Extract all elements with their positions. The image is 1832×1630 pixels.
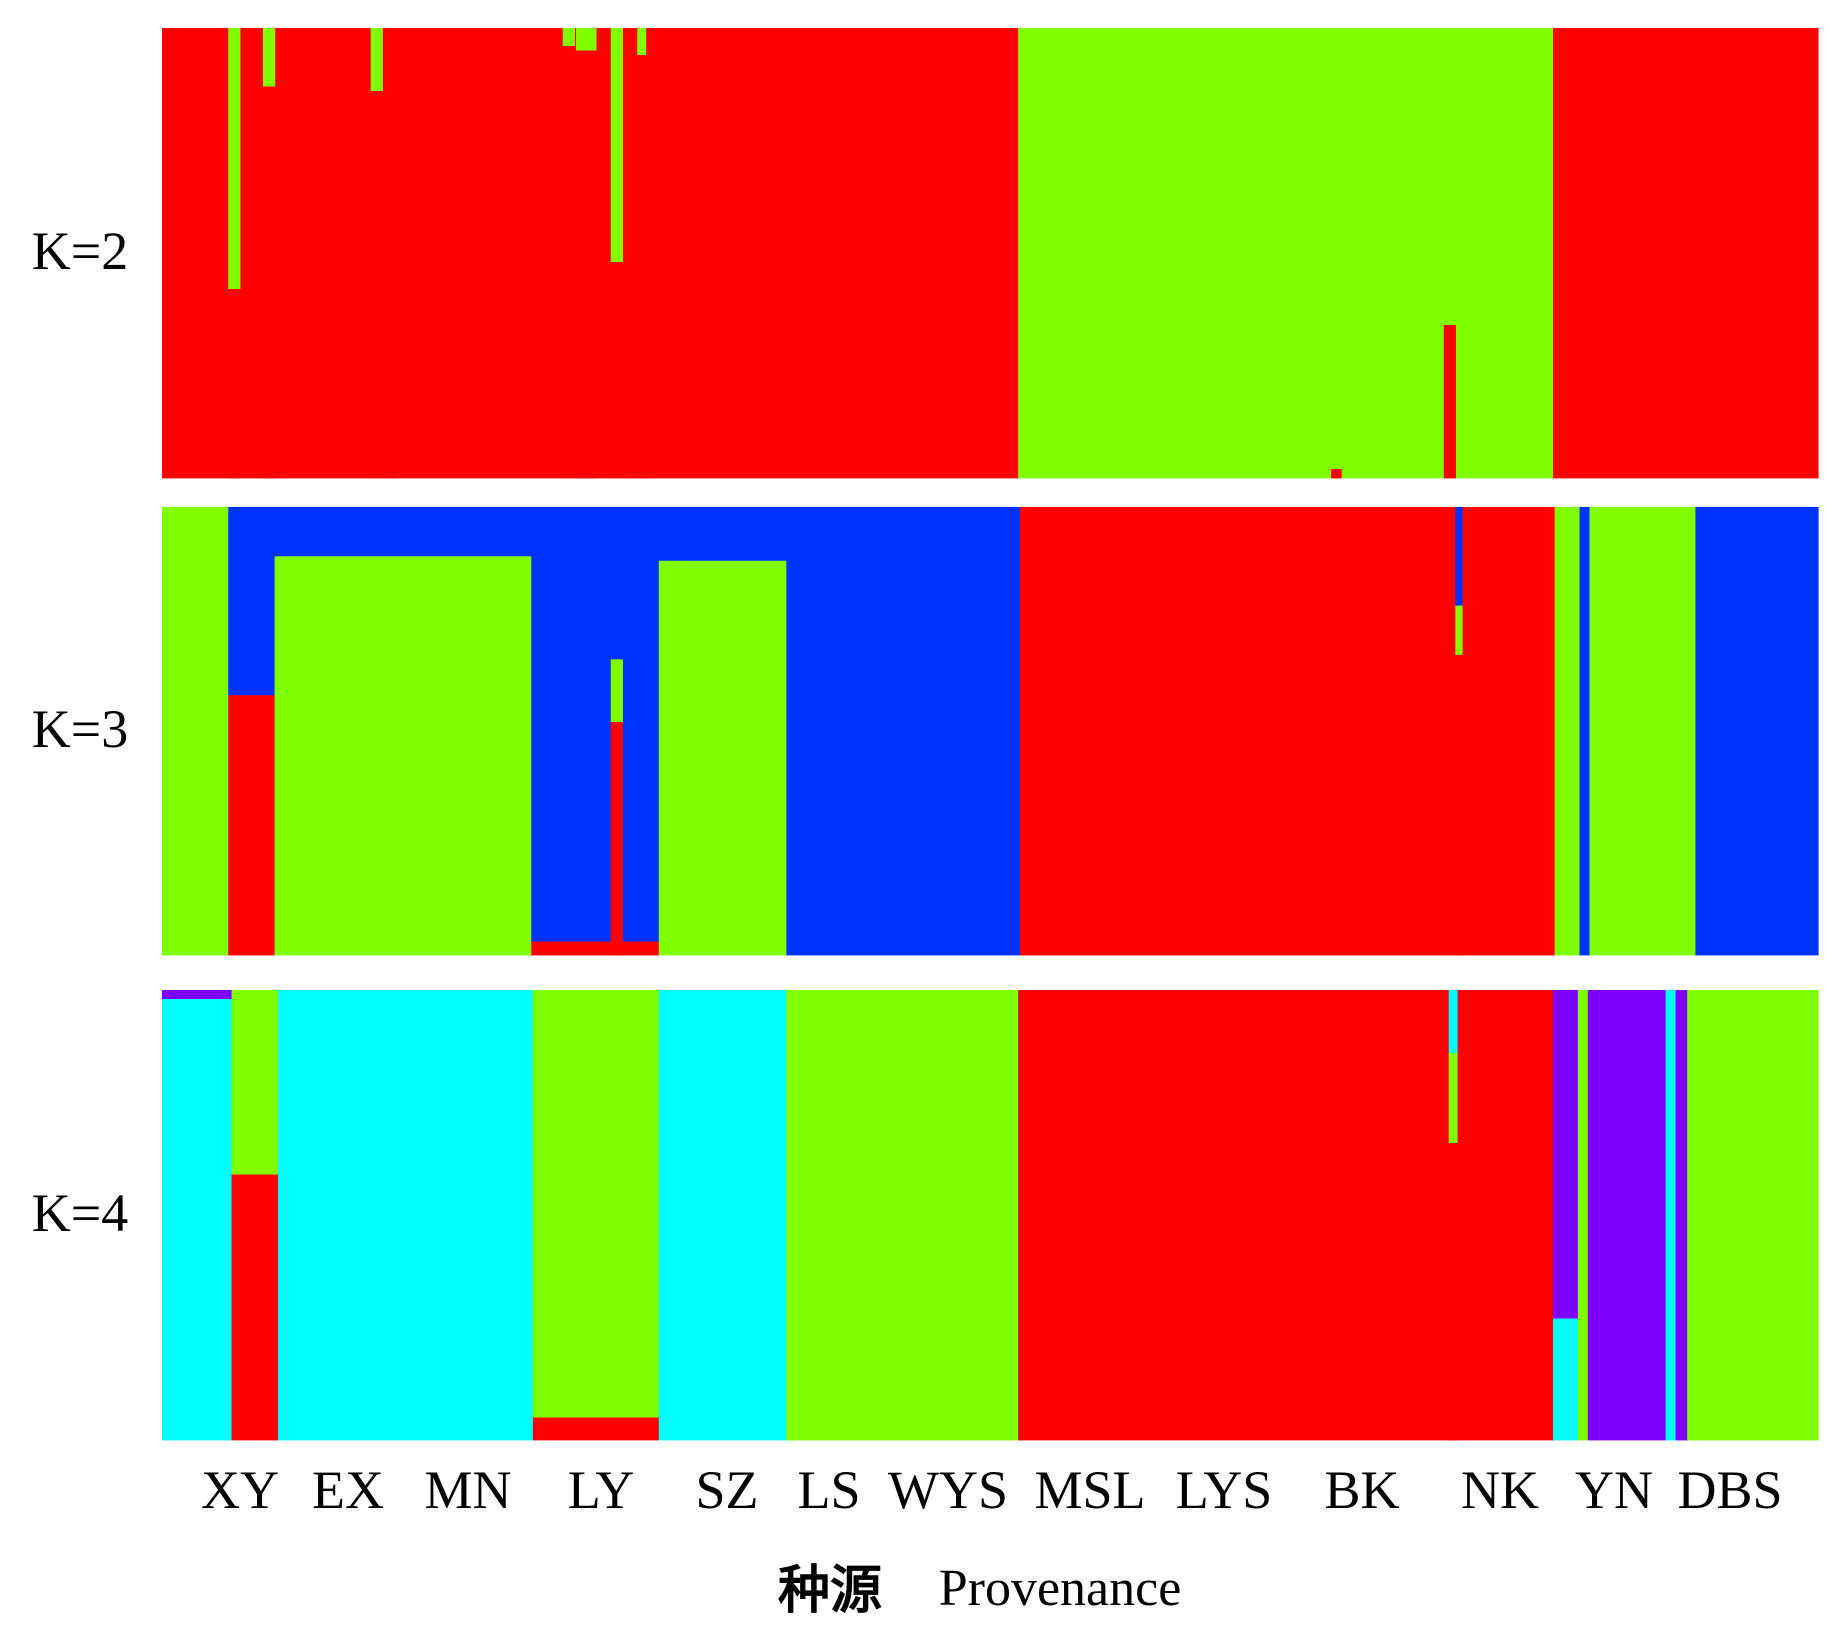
ancestry-bar-green	[786, 990, 1019, 1441]
ancestry-bar-green	[1455, 605, 1463, 656]
ancestry-bar-red	[228, 695, 276, 956]
ancestry-bar-red	[610, 262, 623, 479]
ancestry-bar-blue	[274, 507, 532, 557]
ancestry-bar-red	[1455, 654, 1463, 956]
ancestry-bar-green	[532, 990, 660, 1418]
ancestry-bar-cyan	[658, 990, 787, 1441]
x-tick-labels: XY EX MN LY SZ LS WYS MSL LYS BK NK YN DBS	[201, 1460, 1783, 1520]
ancestry-bar-cyan	[277, 990, 534, 1441]
ancestry-bar-blue	[531, 507, 660, 942]
ancestry-bar-red	[1018, 990, 1554, 1441]
x-tick-label: EX	[312, 1460, 384, 1520]
ancestry-bar-blue	[1455, 507, 1463, 606]
ancestry-bar-red	[637, 55, 647, 479]
ancestry-bar-green	[162, 507, 229, 956]
ancestry-bar-red	[1331, 469, 1342, 479]
ancestry-bar-blue	[1579, 507, 1591, 956]
ancestry-bar-red	[1448, 1143, 1458, 1441]
ancestry-bar-cyan	[1665, 990, 1677, 1441]
x-tick-label: MSL	[1034, 1460, 1145, 1520]
ancestry-bar-purple	[1553, 990, 1579, 1319]
ancestry-bar-green	[610, 659, 623, 723]
ancestry-bar-red	[263, 86, 276, 479]
ancestry-bar-cyan	[162, 999, 233, 1441]
panel-label: K=3	[32, 699, 128, 759]
ancestry-bar-green	[610, 28, 623, 263]
x-axis-title-en: Provenance	[939, 1560, 1182, 1617]
x-tick-label: LY	[568, 1460, 635, 1520]
ancestry-bar-green	[576, 28, 597, 51]
ancestry-bar-purple	[1587, 990, 1667, 1441]
x-axis-title-zh: 种源	[778, 1562, 882, 1620]
ancestry-bar-red	[562, 46, 575, 479]
panel-label: K=4	[32, 1183, 128, 1243]
ancestry-bar-blue	[610, 507, 623, 660]
ancestry-bar-green	[1577, 990, 1589, 1441]
x-tick-label: DBS	[1677, 1460, 1782, 1520]
ancestry-bar-red	[532, 1417, 660, 1441]
ancestry-bar-blue	[658, 507, 787, 562]
ancestry-bar-green	[1448, 1053, 1458, 1144]
ancestry-bar-green	[263, 28, 276, 87]
ancestry-bar-red	[576, 50, 597, 479]
ancestry-bar-green	[231, 990, 279, 1175]
ancestry-bar-cyan	[1553, 1318, 1579, 1441]
ancestry-bar-red	[1443, 325, 1456, 479]
x-tick-label: YN	[1575, 1460, 1653, 1520]
ancestry-bar-green	[274, 556, 532, 956]
ancestry-bar-red	[1019, 507, 1556, 956]
ancestry-bar-green	[1554, 507, 1581, 956]
panel-labels-layer: K=2 K=3 K=4	[32, 221, 128, 1243]
ancestry-bar-blue	[1695, 507, 1819, 956]
ancestry-bar-green	[1589, 507, 1697, 956]
panels-layer	[162, 28, 1819, 1441]
ancestry-bar-red	[228, 289, 241, 479]
panel-label: K=2	[32, 221, 128, 281]
ancestry-bar-green	[1443, 28, 1456, 326]
ancestry-bar-green	[228, 28, 241, 290]
x-tick-label: SZ	[695, 1460, 758, 1520]
ancestry-bar-green	[370, 28, 383, 92]
x-tick-label: WYS	[888, 1460, 1008, 1520]
ancestry-bar-green	[1018, 28, 1554, 479]
ancestry-bar-red	[610, 722, 623, 956]
x-tick-label: NK	[1461, 1460, 1539, 1520]
ancestry-bar-red	[531, 941, 660, 956]
x-tick-label: BK	[1324, 1460, 1399, 1520]
panel-k-2	[162, 28, 1819, 479]
ancestry-bar-cyan	[1448, 990, 1458, 1054]
x-tick-label: XY	[201, 1460, 279, 1520]
ancestry-bar-green	[1331, 28, 1342, 470]
panel-k-3	[162, 507, 1819, 956]
ancestry-bar-green	[658, 560, 787, 956]
x-tick-label: LS	[797, 1460, 860, 1520]
ancestry-bar-green	[1687, 990, 1819, 1441]
ancestry-bar-purple	[1675, 990, 1688, 1441]
ancestry-bar-purple	[162, 990, 233, 1000]
ancestry-bar-red	[231, 1174, 279, 1441]
ancestry-bar-green	[562, 28, 575, 47]
ancestry-bar-red	[370, 91, 383, 479]
x-tick-label: MN	[424, 1460, 511, 1520]
ancestry-bar-red	[1553, 28, 1819, 479]
panel-k-4	[162, 990, 1819, 1441]
ancestry-bar-green	[637, 28, 647, 56]
ancestry-bar-red	[385, 28, 398, 479]
ancestry-bar-blue	[228, 507, 276, 696]
x-tick-label: LYS	[1176, 1460, 1273, 1520]
ancestry-bar-blue	[786, 507, 1021, 956]
